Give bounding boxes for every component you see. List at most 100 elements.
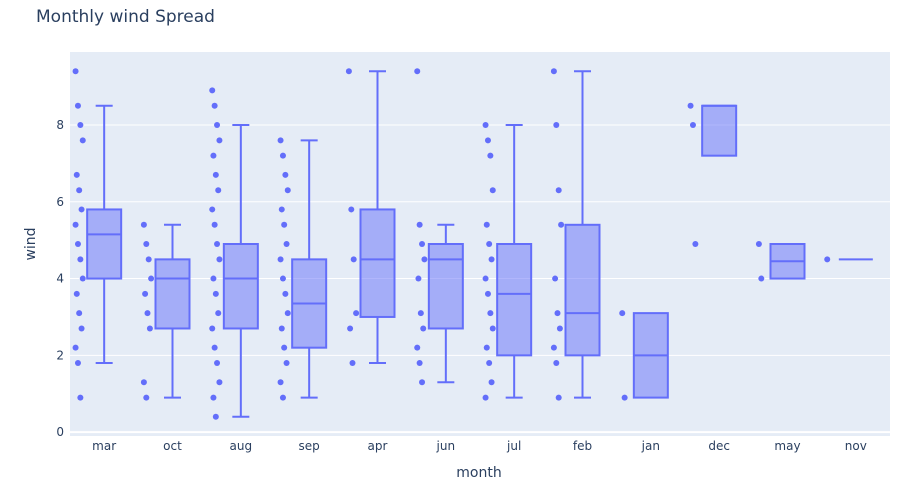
x-tick-label: nov xyxy=(845,439,867,453)
y-axis-label: wind xyxy=(23,227,39,260)
data-point xyxy=(348,206,355,213)
data-point xyxy=(486,241,493,247)
data-point xyxy=(619,310,626,317)
data-point xyxy=(72,68,79,75)
data-point xyxy=(558,221,565,228)
data-point xyxy=(416,221,423,228)
data-point xyxy=(209,87,216,94)
data-point xyxy=(73,290,80,297)
data-point xyxy=(555,187,562,194)
data-point xyxy=(755,241,762,247)
y-tick-label: 2 xyxy=(56,348,64,362)
box-mar xyxy=(86,208,123,280)
data-point xyxy=(482,275,489,282)
x-tick-label: may xyxy=(774,439,800,453)
data-point xyxy=(74,102,81,109)
data-point xyxy=(419,379,426,386)
x-tick-label: jun xyxy=(436,439,456,453)
data-point xyxy=(140,379,147,386)
data-point xyxy=(216,379,223,386)
data-point xyxy=(281,221,288,228)
data-point xyxy=(210,275,217,282)
data-point xyxy=(415,275,422,282)
data-point xyxy=(79,275,86,282)
x-tick-label: apr xyxy=(368,439,388,453)
data-point xyxy=(416,360,423,367)
data-point xyxy=(145,256,152,263)
data-point xyxy=(487,310,494,317)
plot-area xyxy=(70,52,890,436)
data-point xyxy=(74,360,81,367)
data-point xyxy=(555,394,562,401)
data-point xyxy=(414,68,421,75)
data-point xyxy=(277,379,284,386)
data-point xyxy=(79,137,86,144)
data-point xyxy=(284,187,291,194)
data-point xyxy=(277,256,284,263)
x-tick-label: mar xyxy=(92,439,116,453)
data-point xyxy=(74,241,81,247)
x-axis-label: month xyxy=(456,465,501,481)
data-point xyxy=(353,310,360,317)
data-point xyxy=(282,171,289,178)
data-point xyxy=(553,121,560,128)
data-point xyxy=(72,344,79,351)
data-point xyxy=(550,68,557,75)
x-tick-label: oct xyxy=(163,439,182,453)
data-point xyxy=(214,121,221,128)
data-point xyxy=(554,310,561,317)
data-point xyxy=(552,275,559,282)
data-point xyxy=(277,137,284,144)
data-point xyxy=(553,360,560,367)
data-point xyxy=(349,360,356,367)
data-point xyxy=(550,344,557,351)
box-oct xyxy=(154,258,191,330)
data-point xyxy=(73,171,80,178)
data-point xyxy=(482,121,489,128)
data-point xyxy=(281,344,288,351)
y-tick-label: 0 xyxy=(56,425,64,439)
data-point xyxy=(687,102,694,109)
box-feb xyxy=(564,223,601,357)
data-point xyxy=(824,256,831,263)
box-jul xyxy=(496,243,533,357)
data-point xyxy=(420,325,427,332)
data-point xyxy=(142,290,149,297)
data-point xyxy=(283,241,290,247)
data-point xyxy=(758,275,765,282)
data-point xyxy=(484,290,491,297)
data-point xyxy=(483,344,490,351)
data-point xyxy=(414,344,421,351)
box-apr xyxy=(359,208,396,318)
data-point xyxy=(484,137,491,144)
data-point xyxy=(689,121,696,128)
data-point xyxy=(279,152,286,159)
data-point xyxy=(347,325,354,332)
data-point xyxy=(279,275,286,282)
data-point xyxy=(140,221,147,228)
data-point xyxy=(143,241,150,247)
data-point xyxy=(283,360,290,367)
data-point xyxy=(209,206,216,213)
x-tick-label: dec xyxy=(708,439,730,453)
box-dec xyxy=(701,104,738,157)
x-tick-label: aug xyxy=(230,439,253,453)
data-point xyxy=(692,241,699,247)
data-point xyxy=(215,187,222,194)
data-point xyxy=(78,325,85,332)
data-point xyxy=(214,241,221,247)
x-tick-label: feb xyxy=(573,439,592,453)
x-tick-label: jan xyxy=(641,439,660,453)
data-point xyxy=(214,360,221,367)
data-point xyxy=(144,310,151,317)
data-point xyxy=(211,102,218,109)
chart-title: Monthly wind Spread xyxy=(36,7,215,27)
data-point xyxy=(146,325,153,332)
data-point xyxy=(212,290,219,297)
box-aug xyxy=(222,243,259,330)
data-point xyxy=(486,360,493,367)
data-point xyxy=(209,325,216,332)
y-tick-label: 8 xyxy=(56,118,64,132)
data-point xyxy=(72,221,79,228)
